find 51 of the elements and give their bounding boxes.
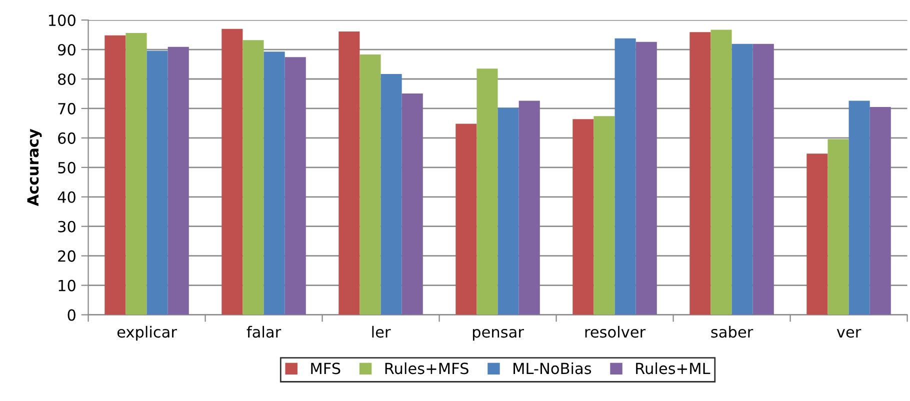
y-tick-label: 40 <box>58 191 76 203</box>
bar <box>402 93 423 315</box>
bar <box>264 52 285 315</box>
x-tick-label: ler <box>372 326 391 338</box>
bar <box>126 33 147 315</box>
bar <box>498 108 519 315</box>
bar <box>284 57 306 315</box>
bar <box>380 74 402 315</box>
bar <box>752 44 774 315</box>
bar <box>476 68 498 315</box>
bar <box>168 46 189 315</box>
bar <box>806 154 828 315</box>
x-tick-label: explicar <box>117 326 177 341</box>
bar <box>338 32 360 315</box>
bar <box>732 44 753 315</box>
bar <box>848 100 870 315</box>
bar <box>594 116 615 315</box>
bar <box>710 30 732 315</box>
bar <box>636 42 657 315</box>
y-tick-label: 50 <box>58 162 76 174</box>
bar <box>242 40 264 315</box>
bar <box>222 28 243 315</box>
x-tick-label: resolver <box>585 326 646 338</box>
x-tick-label: saber <box>711 326 754 338</box>
y-tick-label: 20 <box>58 250 76 262</box>
y-tick-label: 70 <box>58 102 76 114</box>
bar <box>572 119 594 315</box>
y-tick-label: 90 <box>58 44 76 56</box>
y-tick-label: 60 <box>58 132 76 144</box>
y-tick-label: 80 <box>58 73 76 86</box>
legend-label: ML-NoBias <box>514 362 592 374</box>
bar <box>518 100 540 315</box>
x-tick-label: falar <box>246 326 282 338</box>
y-tick-label: 10 <box>58 280 76 292</box>
bar <box>690 32 711 315</box>
y-tick-label: 100 <box>48 14 76 26</box>
x-tick-label: pensar <box>472 328 524 341</box>
bar <box>456 124 477 315</box>
bar <box>360 54 381 315</box>
bar <box>104 35 126 315</box>
x-tick-label: ver <box>836 328 862 338</box>
y-tick-label: 30 <box>58 220 76 232</box>
legend-label: Rules+ML <box>636 362 710 374</box>
y-tick-label: 0 <box>68 309 76 321</box>
y-axis-title: Accuracy <box>27 128 42 206</box>
bar <box>870 106 891 315</box>
bar <box>828 139 849 315</box>
bar <box>146 50 168 315</box>
legend-label: Rules+MFS <box>385 362 468 374</box>
legend-label: MFS <box>311 362 340 374</box>
bar <box>614 38 636 315</box>
